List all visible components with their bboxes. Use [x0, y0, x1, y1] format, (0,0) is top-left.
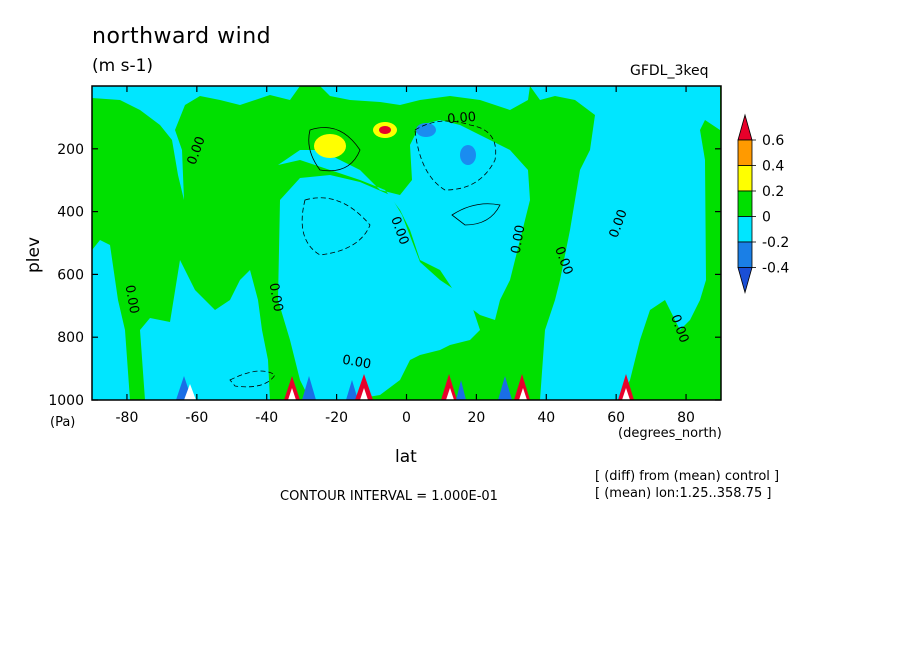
negative-region-mid-north: [530, 86, 720, 400]
surface-spikes: [176, 374, 634, 400]
x-tick-label: 60: [607, 410, 625, 426]
positive-high-1: [314, 134, 346, 158]
diff-note: [ (diff) from (mean) control ]: [595, 469, 780, 484]
y-axis-units: (Pa): [50, 415, 76, 430]
x-axis-units: (degrees_north): [618, 426, 722, 441]
x-tick-label: 20: [467, 410, 485, 426]
chart-units: (m s-1): [92, 56, 154, 76]
negative-region-south-upper: [92, 86, 300, 200]
y-tick-label: 200: [57, 142, 84, 158]
y-tick-label: 600: [57, 267, 84, 283]
x-tick-label: -80: [116, 410, 139, 426]
colorbar-segment: [737, 216, 753, 243]
colorbar-segment: [737, 165, 753, 192]
x-axis-label: lat: [395, 447, 417, 467]
mean-note: [ (mean) lon:1.25..358.75 ]: [595, 486, 772, 501]
positive-peak: [379, 126, 391, 134]
negative-region-south-mid: [140, 260, 270, 400]
contour-label: 0.00: [509, 224, 529, 255]
colorbar-label: 0: [762, 210, 771, 226]
x-tick-label: -60: [185, 410, 208, 426]
y-axis-ticks: 200 400 600 800 1000: [48, 142, 721, 409]
colorbar-label: 0.2: [762, 184, 784, 200]
x-tick-label: 0: [402, 410, 411, 426]
x-tick-label: 80: [677, 410, 695, 426]
colorbar-label: -0.2: [762, 235, 789, 251]
x-tick-label: 40: [537, 410, 555, 426]
colorbar: 0.6 0.4 0.2 0 -0.2 -0.4: [737, 113, 789, 294]
plot-field: [92, 86, 721, 400]
dashed-contour-1: [301, 197, 371, 256]
contour-interval: CONTOUR INTERVAL = 1.000E-01: [280, 489, 498, 504]
colorbar-segment: [737, 139, 753, 166]
colorbar-bottom-arrow: [737, 267, 753, 294]
negative-region-lower-central: [278, 175, 480, 400]
colorbar-label: -0.4: [762, 261, 789, 277]
y-tick-label: 400: [57, 205, 84, 221]
solid-contour-2: [451, 203, 501, 226]
contour-label: 0.00: [447, 110, 477, 127]
x-tick-label: -40: [255, 410, 278, 426]
negative-region-far-south: [92, 240, 130, 400]
model-label: GFDL_3keq: [630, 63, 709, 79]
negative-low-2: [460, 145, 476, 165]
contour-label: 0.00: [266, 282, 286, 313]
negative-low-1: [416, 123, 436, 137]
colorbar-segment: [737, 190, 753, 217]
x-axis-ticks: -80 -60 -40 -20 0 20 40 60 80: [116, 86, 695, 426]
colorbar-label: 0.6: [762, 133, 784, 149]
colorbar-label: 0.4: [762, 159, 784, 175]
dashed-contour-2: [229, 370, 276, 388]
contour-label: 0.00: [122, 284, 142, 315]
chart-title: northward wind: [92, 24, 272, 49]
colorbar-segment: [737, 241, 753, 268]
negative-region-top-central: [320, 86, 530, 110]
x-tick-label: -20: [325, 410, 348, 426]
contour-label: 0.00: [341, 353, 372, 373]
y-tick-label: 1000: [48, 393, 84, 409]
y-tick-label: 800: [57, 330, 84, 346]
negative-region-central: [278, 120, 530, 320]
solid-contour-1: [308, 127, 361, 172]
dashed-contour-3: [414, 120, 497, 191]
colorbar-top-arrow: [737, 113, 753, 141]
